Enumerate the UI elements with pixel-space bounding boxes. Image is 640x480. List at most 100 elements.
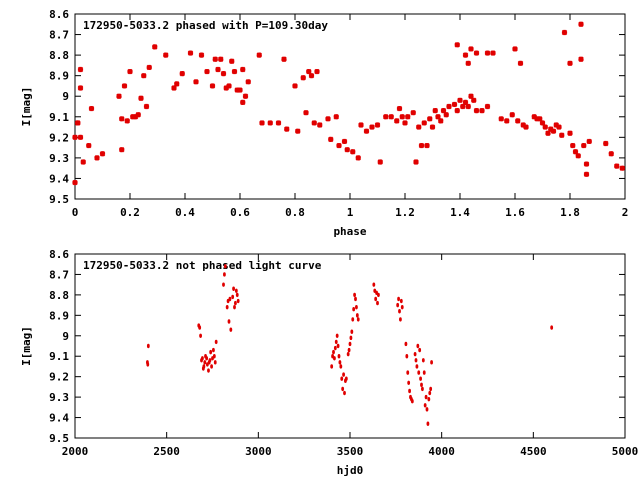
data-point — [570, 142, 576, 149]
y-tick-label: 8.7 — [49, 29, 69, 42]
data-point — [429, 386, 433, 392]
data-point — [583, 161, 590, 167]
data-point — [619, 165, 625, 171]
data-point — [578, 56, 584, 62]
data-point — [236, 298, 240, 304]
x-tick-label: 1.4 — [450, 206, 470, 219]
x-tick-label: 0.8 — [285, 206, 305, 219]
data-point — [223, 264, 227, 269]
data-point — [583, 171, 590, 178]
data-point — [575, 153, 581, 159]
data-point — [174, 81, 180, 87]
data-point — [223, 85, 229, 91]
data-point — [394, 118, 400, 124]
x-tick-label: 0.2 — [120, 206, 140, 219]
data-point — [383, 114, 389, 120]
data-point — [397, 296, 400, 302]
data-point — [132, 114, 139, 120]
data-point — [419, 376, 422, 381]
data-point — [335, 333, 339, 338]
data-point — [212, 354, 216, 359]
data-point — [414, 358, 418, 363]
data-point — [232, 286, 235, 291]
data-point — [462, 52, 469, 58]
data-point — [490, 50, 496, 56]
data-point — [363, 128, 370, 134]
data-point — [256, 52, 262, 58]
data-point — [343, 390, 346, 396]
data-point — [214, 339, 218, 345]
data-point — [346, 351, 350, 357]
x-tick-label: 0 — [72, 206, 79, 219]
x-tick-label: 4500 — [520, 445, 547, 458]
data-point — [338, 360, 342, 365]
data-point — [369, 124, 375, 130]
data-point — [229, 327, 233, 332]
data-point — [377, 292, 380, 298]
data-point — [515, 118, 521, 124]
data-point — [119, 116, 125, 122]
y-tick-label: 9.4 — [49, 412, 69, 425]
plot-frame — [74, 13, 626, 200]
y-tick-label: 8.9 — [49, 309, 69, 322]
data-point — [421, 358, 425, 363]
y-tick-label: 9.3 — [49, 152, 69, 165]
data-point — [348, 341, 352, 347]
data-point — [209, 83, 216, 89]
data-point — [204, 68, 210, 75]
data-point — [460, 103, 466, 110]
data-point — [88, 105, 95, 112]
data-point — [281, 56, 287, 62]
data-point — [210, 364, 213, 369]
data-point — [356, 317, 360, 322]
data-point — [116, 93, 122, 99]
data-point — [311, 120, 317, 126]
x-tick-label: 1.6 — [505, 206, 525, 219]
data-point — [473, 50, 480, 56]
y-tick-label: 9 — [62, 330, 69, 343]
data-point — [351, 317, 355, 322]
data-point — [325, 116, 331, 122]
data-point — [233, 304, 236, 310]
data-point — [608, 151, 614, 157]
data-point — [553, 122, 559, 128]
data-point — [413, 351, 417, 357]
x-tick-label: 2500 — [153, 445, 180, 458]
data-point — [218, 56, 224, 62]
data-point — [377, 159, 383, 165]
y-tick-label: 8.9 — [49, 70, 69, 83]
data-point — [413, 159, 419, 165]
data-point — [179, 70, 185, 77]
y-axis-label: I[mag] — [20, 87, 33, 127]
data-point — [332, 349, 335, 355]
data-point — [438, 118, 444, 124]
data-point — [415, 364, 419, 369]
x-axis-label: phase — [333, 225, 366, 238]
data-point — [314, 68, 320, 75]
data-point — [201, 356, 204, 361]
data-point — [275, 120, 282, 126]
y-tick-label: 9.4 — [49, 172, 69, 185]
x-tick-label: 1 — [347, 206, 354, 219]
data-point — [77, 66, 84, 73]
data-point — [215, 66, 221, 73]
data-point — [531, 114, 537, 120]
data-point — [193, 79, 199, 85]
data-point — [374, 296, 378, 302]
phased-plot: 0 0.2 0.4 0.6 0.8 1 1.2 1.4 1.6 1.8 2 8.6 8.7 8.8 8.9 9… — [20, 8, 628, 238]
data-point — [223, 272, 226, 277]
data-point — [349, 335, 353, 341]
data-point — [303, 109, 309, 116]
data-point — [72, 134, 78, 141]
data-point — [152, 44, 158, 50]
data-point — [198, 325, 202, 330]
data-point — [423, 403, 427, 408]
data-point — [138, 95, 144, 101]
data-point — [350, 329, 354, 334]
y-tick-label: 9.2 — [49, 371, 69, 384]
data-point — [234, 288, 238, 293]
data-point — [418, 142, 425, 149]
data-point — [399, 317, 402, 322]
data-point — [212, 56, 218, 62]
